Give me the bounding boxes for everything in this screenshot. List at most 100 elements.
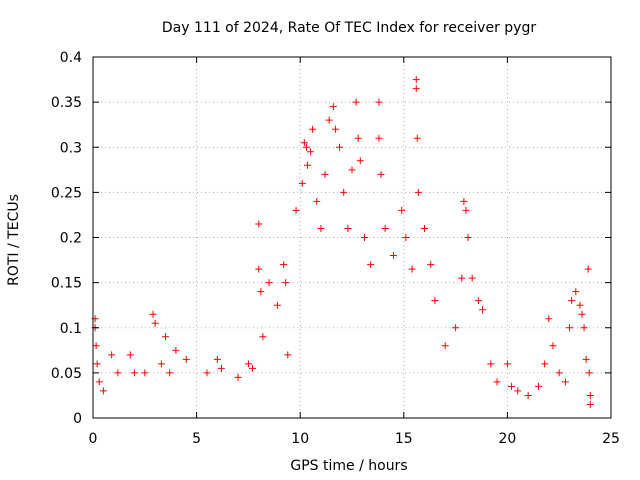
- data-point: [421, 224, 429, 232]
- data-point: [402, 234, 410, 241]
- data-point: [582, 355, 590, 363]
- data-point: [203, 369, 211, 377]
- data-points: [91, 76, 594, 408]
- data-point: [585, 369, 593, 377]
- data-point: [151, 319, 159, 327]
- data-point: [412, 85, 420, 93]
- data-point: [580, 324, 588, 332]
- data-point: [377, 170, 385, 178]
- data-point: [381, 224, 389, 232]
- data-point: [514, 387, 522, 395]
- data-point: [464, 234, 472, 241]
- data-point: [329, 103, 337, 111]
- grid-lines: [93, 57, 611, 418]
- data-point: [182, 355, 190, 363]
- y-tick-label: 0.3: [60, 140, 82, 156]
- data-point: [244, 360, 252, 368]
- data-point: [549, 342, 557, 350]
- data-point: [356, 157, 364, 165]
- data-point: [265, 279, 273, 287]
- data-point: [468, 274, 476, 282]
- data-point: [412, 76, 420, 84]
- data-point: [541, 360, 549, 368]
- data-point: [414, 188, 422, 196]
- data-point: [259, 333, 267, 341]
- data-point: [303, 161, 311, 169]
- y-tick-label: 0.35: [51, 95, 82, 111]
- data-point: [555, 369, 563, 377]
- data-point: [354, 134, 362, 142]
- x-tick-label: 5: [192, 431, 201, 447]
- data-point: [389, 252, 397, 260]
- data-point: [130, 369, 138, 377]
- data-point: [479, 306, 487, 314]
- data-point: [545, 315, 553, 323]
- data-point: [566, 324, 574, 332]
- data-point: [325, 116, 333, 124]
- y-tick-label: 0.2: [60, 231, 82, 247]
- data-point: [95, 378, 103, 386]
- data-point: [441, 342, 449, 350]
- data-point: [309, 125, 317, 133]
- data-point: [255, 265, 263, 273]
- data-point: [572, 288, 580, 296]
- data-point: [213, 355, 221, 363]
- data-point: [141, 369, 149, 377]
- data-point: [586, 391, 594, 399]
- y-axis: 0 0.05 0.1 0.15 0.2 0.25 0.3 0.35 0.4: [51, 50, 611, 427]
- data-point: [576, 301, 584, 309]
- data-point: [257, 288, 265, 296]
- data-point: [352, 98, 360, 106]
- data-point: [348, 166, 356, 174]
- data-point: [114, 369, 122, 377]
- data-point: [249, 364, 257, 372]
- y-tick-label: 0.25: [51, 185, 82, 201]
- x-tick-label: 15: [395, 431, 413, 447]
- data-point: [452, 324, 460, 332]
- data-point: [508, 382, 516, 390]
- data-point: [126, 351, 134, 359]
- data-point: [149, 310, 157, 318]
- data-point: [273, 301, 281, 309]
- data-point: [217, 364, 225, 372]
- data-point: [462, 206, 470, 214]
- data-point: [331, 125, 339, 133]
- data-point: [307, 148, 315, 156]
- y-axis-label: ROTI / TECUs: [6, 194, 22, 286]
- data-point: [584, 265, 592, 273]
- data-point: [282, 279, 290, 287]
- data-point: [99, 387, 107, 395]
- data-point: [493, 378, 501, 386]
- data-point: [474, 297, 482, 305]
- data-point: [172, 346, 180, 354]
- x-tick-label: 10: [291, 431, 309, 447]
- data-point: [255, 220, 263, 228]
- data-point: [234, 373, 242, 381]
- data-point: [284, 351, 292, 359]
- y-tick-label: 0: [73, 411, 82, 427]
- data-point: [460, 197, 468, 205]
- x-tick-label: 25: [602, 431, 620, 447]
- data-point: [578, 310, 586, 318]
- data-point: [317, 224, 325, 232]
- y-tick-label: 0.1: [60, 321, 82, 337]
- data-point: [360, 234, 368, 241]
- data-point: [375, 98, 383, 106]
- data-point: [487, 360, 495, 368]
- data-point: [586, 400, 594, 408]
- data-point: [321, 170, 329, 178]
- y-tick-label: 0.4: [60, 50, 82, 66]
- chart-title: Day 111 of 2024, Rate Of TEC Index for r…: [162, 20, 536, 36]
- data-point: [280, 261, 288, 269]
- data-point: [162, 333, 170, 341]
- data-point: [298, 179, 306, 187]
- data-point: [431, 297, 439, 305]
- data-point: [108, 351, 116, 359]
- data-point: [157, 360, 165, 368]
- x-tick-label: 0: [89, 431, 98, 447]
- data-point: [534, 382, 542, 390]
- x-axis-label: GPS time / hours: [290, 458, 407, 474]
- data-point: [92, 342, 100, 350]
- y-tick-label: 0.15: [51, 276, 82, 292]
